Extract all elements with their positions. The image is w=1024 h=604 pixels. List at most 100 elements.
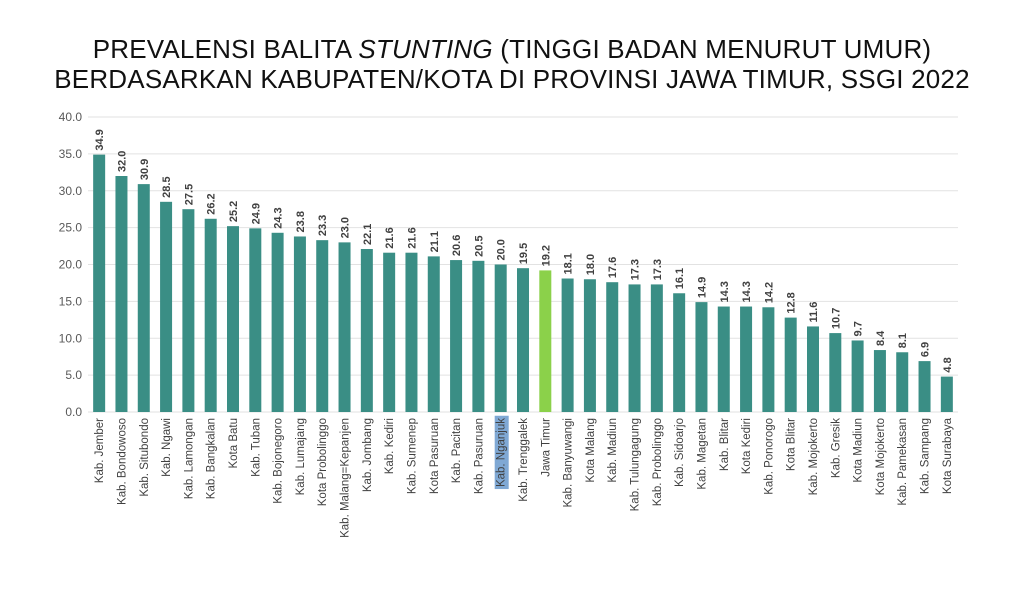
bar xyxy=(606,282,619,412)
data-label: 12.8 xyxy=(786,292,798,313)
data-label: 19.2 xyxy=(540,245,552,266)
data-label: 17.6 xyxy=(607,257,619,278)
bar xyxy=(427,256,440,412)
x-tick-label: Kota Kediri xyxy=(741,418,753,474)
x-tick-label: Kota Probolinggo xyxy=(317,418,329,506)
x-tick-label: Kab. Nganjuk xyxy=(496,418,508,487)
x-tick-label: Kab. Jombang xyxy=(362,418,374,492)
x-tick-label-group: Kota Batu xyxy=(228,418,240,469)
x-tick-label: Kab. Kediri xyxy=(384,418,396,474)
x-tick-label: Kota Batu xyxy=(228,418,240,469)
bar xyxy=(717,306,730,412)
bar xyxy=(583,279,596,412)
chart-title-line-2: BERDASARKAN KABUPATEN/KOTA DI PROVINSI J… xyxy=(54,64,970,94)
bar xyxy=(115,176,128,412)
bar xyxy=(383,252,396,412)
data-label: 14.9 xyxy=(696,277,708,298)
x-tick-label-group: Kab. Pacitan xyxy=(451,418,463,483)
y-tick-label: 5.0 xyxy=(65,368,82,382)
x-tick-label: Kab. Trenggalek xyxy=(518,418,530,502)
x-tick-label-group: Kab. Pasuruan xyxy=(473,418,485,494)
data-label: 4.8 xyxy=(942,357,954,372)
chart-title: PREVALENSI BALITA STUNTING (TINGGI BADAN… xyxy=(0,34,1024,94)
bar xyxy=(316,240,329,412)
data-label: 30.9 xyxy=(139,159,151,180)
data-label: 19.5 xyxy=(518,243,530,264)
data-label: 24.9 xyxy=(250,203,262,224)
y-tick-label: 35.0 xyxy=(59,147,83,161)
x-tick-label-group: Kota Pasuruan xyxy=(429,418,441,494)
x-tick-label: Kab. Lamongan xyxy=(183,418,195,499)
data-label: 22.1 xyxy=(362,224,374,245)
x-tick-label-group: Kab. Trenggalek xyxy=(518,418,530,502)
bar xyxy=(227,226,239,412)
data-label: 18.1 xyxy=(563,253,575,274)
bar xyxy=(650,284,663,412)
x-tick-label-group: Kab. Lumajang xyxy=(295,418,307,495)
x-tick-label: Kab. Gresik xyxy=(830,418,842,478)
data-labels: 34.9 32.0 30.9 28.5 27.5 26.2 25.2 24.9 24.3 23.8… xyxy=(94,129,954,372)
x-tick-label-group: Kab. Lamongan xyxy=(183,418,195,499)
bar xyxy=(873,350,886,412)
x-tick-label-group: Jawa Timur xyxy=(540,418,552,477)
data-label: 23.8 xyxy=(295,211,307,232)
data-label: 11.6 xyxy=(808,302,820,323)
x-tick-label: Kab. Pasuruan xyxy=(473,418,485,494)
x-tick-label: Kab. Tulungagung xyxy=(630,418,642,511)
x-tick-label: Kab. Tuban xyxy=(250,418,262,477)
x-tick-label: Kota Madiun xyxy=(853,418,865,483)
y-tick-label: 20.0 xyxy=(59,258,83,272)
x-tick-label-group: Kab. Madiun xyxy=(607,418,619,483)
x-tick-label: Kab. Situbondo xyxy=(139,418,151,497)
data-label: 18.0 xyxy=(585,254,597,275)
data-label: 21.6 xyxy=(406,227,418,248)
x-tick-label: Kab. Bojonegoro xyxy=(273,418,285,504)
data-label: 10.7 xyxy=(830,308,842,329)
x-tick-label-group: Kab. Ponorogo xyxy=(763,418,775,495)
data-label: 8.4 xyxy=(875,330,887,346)
data-label: 17.3 xyxy=(652,259,664,280)
bar xyxy=(293,236,306,412)
bar xyxy=(204,218,217,412)
data-label: 24.3 xyxy=(273,207,285,228)
x-tick-label-group: Kab. Bangkalan xyxy=(206,418,218,499)
y-tick-label: 40.0 xyxy=(59,110,83,124)
x-tick-label: Kab. Mojokerto xyxy=(808,418,820,495)
x-tick-label-highlight xyxy=(494,415,509,490)
x-tick-label-group: Kota Mojokerto xyxy=(875,418,887,495)
x-tick-label: Kab. Bondowoso xyxy=(116,418,128,505)
chart-title-line-1-emphasis: STUNTING xyxy=(358,34,493,64)
bar xyxy=(137,184,150,412)
x-tick-label: Kab. Blitar xyxy=(719,418,731,471)
x-tick-label: Kab. Probolinggo xyxy=(652,418,664,506)
data-label: 25.2 xyxy=(228,201,240,222)
bar xyxy=(740,306,753,412)
x-tick-label: Kab. Banyuwangi xyxy=(563,418,575,508)
x-tick-label: Kab. Jember xyxy=(94,418,106,483)
bar xyxy=(271,232,284,412)
x-tick-label: Kab. Bangkalan xyxy=(206,418,218,499)
x-tick-label: Kab. Sampang xyxy=(920,418,932,494)
x-tick-label: Kab. Madiun xyxy=(607,418,619,483)
data-label: 20.0 xyxy=(496,239,508,260)
data-label: 26.2 xyxy=(206,193,218,214)
x-tick-label-group: Kota Kediri xyxy=(741,418,753,474)
x-tick-label: Kab. Malang=Kepanjen xyxy=(340,418,352,538)
bar xyxy=(628,284,641,412)
y-tick-label: 0.0 xyxy=(65,405,82,419)
bar xyxy=(695,302,708,412)
chart-title-line-1-post: (TINGGI BADAN MENURUT UMUR) xyxy=(492,34,932,64)
data-label: 21.1 xyxy=(429,231,441,252)
x-tick-label: Kota Surabaya xyxy=(942,417,954,494)
x-tick-label-group: Kab. Bondowoso xyxy=(116,418,128,505)
data-label: 16.1 xyxy=(674,268,686,289)
bar xyxy=(517,268,529,412)
x-tick-label-group: Kab. Bojonegoro xyxy=(273,418,285,504)
y-axis-ticks: 0.0 5.0 10.0 15.0 20.0 25.0 30.0 35.0 40.0 xyxy=(59,110,83,419)
data-label: 27.5 xyxy=(183,184,195,205)
bar xyxy=(896,352,909,412)
bar xyxy=(360,249,373,412)
x-tick-label-group: Kab. Pamekasan xyxy=(897,418,909,506)
chart-title-line-1: PREVALENSI BALITA STUNTING (TINGGI BADAN… xyxy=(0,34,1024,64)
data-label: 32.0 xyxy=(116,151,128,172)
